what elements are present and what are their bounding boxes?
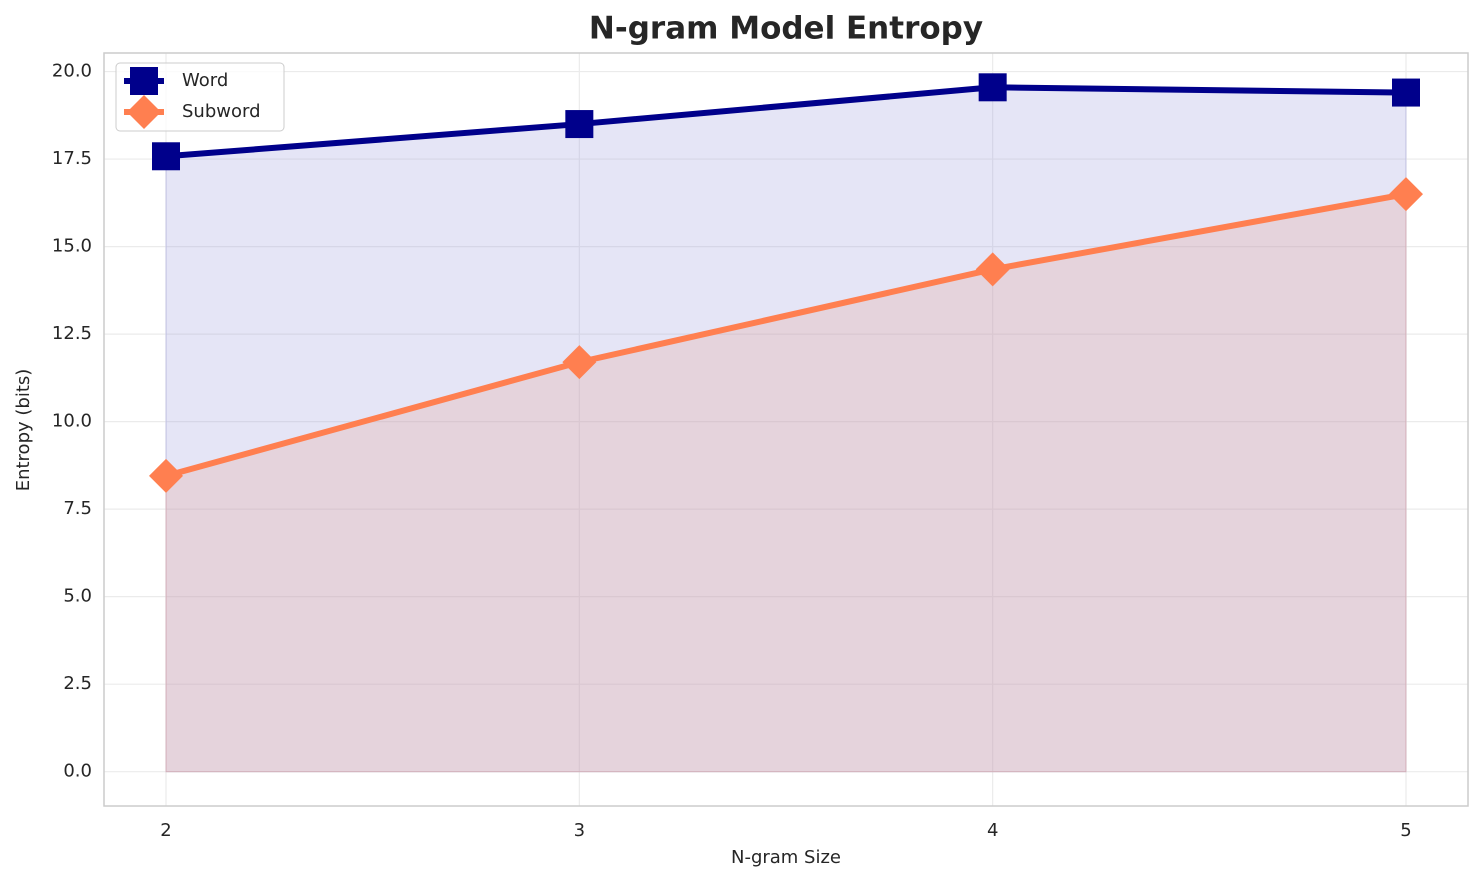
marker: [975, 252, 1010, 287]
x-tick-label: 5: [1400, 820, 1411, 841]
x-tick-label: 4: [987, 820, 998, 841]
series-line: [165, 191, 1407, 479]
marker: [149, 458, 183, 493]
marker: [1389, 177, 1423, 212]
y-tick-label: 0.0: [63, 761, 92, 782]
marker: [562, 345, 597, 380]
y-tick-label: 17.5: [52, 148, 92, 169]
y-tick-label: 15.0: [52, 236, 92, 257]
legend-marker: [130, 67, 158, 95]
marker: [978, 73, 1007, 102]
x-tick-label: 2: [160, 820, 171, 841]
x-axis-label: N-gram Size: [731, 847, 841, 868]
legend-label: Word: [182, 70, 228, 91]
marker: [1392, 78, 1420, 107]
chart-title: N-gram Model Entropy: [589, 11, 983, 47]
legend-label: Subword: [182, 101, 261, 122]
y-axis-label: Entropy (bits): [13, 369, 34, 492]
marker: [152, 142, 180, 171]
marker: [565, 110, 594, 139]
series-line: [165, 84, 1407, 160]
y-tick-label: 10.0: [52, 411, 92, 432]
legend-marker: [127, 95, 161, 129]
x-tick-label: 3: [574, 820, 585, 841]
y-tick-label: 12.5: [52, 323, 92, 344]
y-tick-label: 5.0: [63, 586, 92, 607]
plot-frame: [103, 52, 1469, 807]
y-tick-label: 2.5: [63, 673, 92, 694]
y-tick-label: 7.5: [63, 498, 92, 519]
y-tick-label: 20.0: [52, 61, 92, 82]
